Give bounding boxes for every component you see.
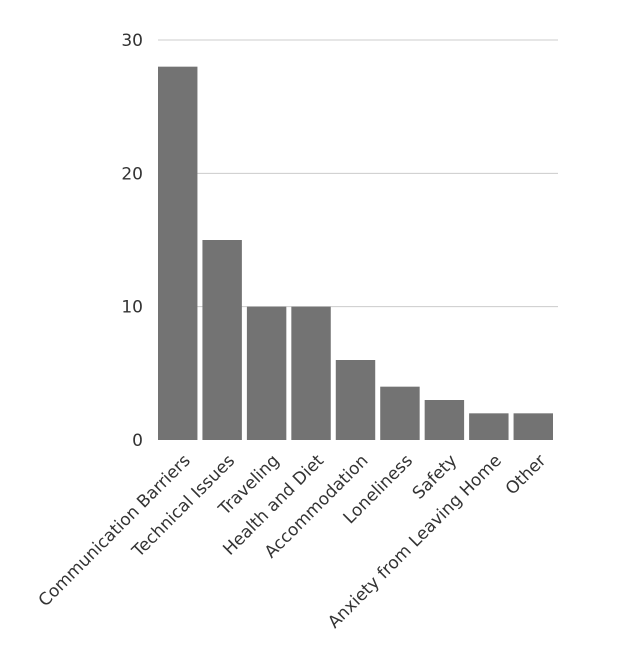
bar-loneliness (380, 386, 420, 440)
bar-other (513, 413, 553, 440)
bars (158, 66, 553, 441)
bar-traveling (246, 306, 287, 440)
bar-safety (424, 400, 465, 440)
y-tick-label: 20 (121, 164, 143, 184)
y-axis-ticks: 0 10 20 30 (121, 31, 143, 451)
bar-health-and-diet (291, 306, 331, 440)
bar-communication-barriers (158, 66, 198, 441)
y-tick-label: 0 (132, 431, 143, 451)
bar-anxiety-from-leaving-home (469, 413, 509, 440)
x-category-label: Other (502, 451, 550, 499)
y-tick-label: 10 (121, 298, 143, 318)
y-tick-label: 30 (121, 31, 143, 51)
bar-technical-issues (202, 240, 242, 440)
bar-accommodation (335, 360, 376, 440)
